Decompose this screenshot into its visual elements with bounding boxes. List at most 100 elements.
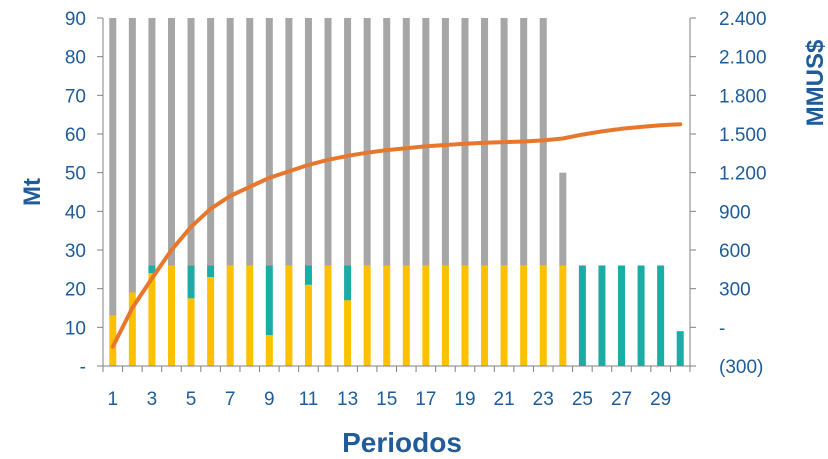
bar-segment-3 bbox=[148, 18, 156, 266]
line-series-path bbox=[110, 122, 683, 349]
y2-axis-title: MMUS$ bbox=[802, 39, 828, 126]
bar-segment-1 bbox=[441, 265, 449, 366]
y-tick-label: 80 bbox=[65, 48, 86, 69]
y-tick-label: - bbox=[80, 357, 86, 378]
bar-segment-1 bbox=[344, 300, 352, 366]
bar-segment-3 bbox=[265, 18, 273, 266]
bar-segment-1 bbox=[187, 298, 195, 366]
y-tick-label: 60 bbox=[65, 125, 86, 146]
y-axis-right-ticks: (300) - 300 600 900 1.200 1.500 1.800 2.100 2.400 bbox=[719, 9, 767, 378]
bar-segment-1 bbox=[363, 265, 371, 366]
bar-segment-1 bbox=[265, 335, 273, 366]
y-tick-label: 50 bbox=[65, 164, 86, 185]
bars bbox=[109, 18, 684, 366]
bar-segment-3 bbox=[422, 18, 430, 266]
x-tick-label: 13 bbox=[337, 389, 358, 410]
bar-segment-1 bbox=[167, 265, 175, 366]
y-axis-title: Mt bbox=[19, 178, 46, 206]
bar-segment-2 bbox=[637, 265, 645, 366]
bar-segment-1 bbox=[461, 265, 469, 366]
bar-segment-1 bbox=[324, 265, 332, 366]
x-axis-title: Periodos bbox=[342, 427, 462, 458]
bar-segment-3 bbox=[441, 18, 449, 266]
bar-segment-1 bbox=[481, 265, 489, 366]
bar-segment-3 bbox=[383, 18, 391, 266]
bar-segment-1 bbox=[402, 265, 410, 366]
bar-segment-2 bbox=[598, 265, 606, 366]
bar-segment-3 bbox=[363, 18, 371, 266]
y-tick-label: 70 bbox=[65, 86, 86, 107]
bar-segment-3 bbox=[246, 18, 254, 266]
bar-segment-3 bbox=[226, 18, 234, 266]
x-axis-ticks: 1 3 5 7 9 11 13 15 17 19 21 23 25 27 29 bbox=[107, 389, 671, 410]
y2-tick-label: 1.200 bbox=[719, 164, 767, 185]
bar-segment-1 bbox=[148, 273, 156, 366]
y-axis-left-ticks: - 10 20 30 40 50 60 70 80 90 bbox=[65, 9, 86, 378]
bar-segment-2 bbox=[207, 265, 215, 278]
x-tick-label: 9 bbox=[264, 389, 275, 410]
y2-tick-label: 600 bbox=[719, 241, 751, 262]
y2-tick-label: 2.100 bbox=[719, 48, 767, 69]
bar-segment-1 bbox=[109, 315, 117, 366]
line-series bbox=[110, 122, 683, 349]
x-tick-label: 1 bbox=[107, 389, 118, 410]
y2-tick-label: 2.400 bbox=[719, 9, 767, 30]
x-tick-label: 11 bbox=[299, 389, 319, 410]
bar-segment-1 bbox=[304, 284, 312, 366]
bar-segment-2 bbox=[578, 265, 586, 366]
x-tick-label: 5 bbox=[186, 389, 197, 410]
bar-segment-1 bbox=[285, 265, 293, 366]
bar-segment-1 bbox=[383, 265, 391, 366]
y-tick-label: 20 bbox=[65, 280, 86, 301]
y2-tick-label: 1.800 bbox=[719, 86, 767, 107]
bar-segment-1 bbox=[500, 265, 508, 366]
bar-segment-2 bbox=[676, 331, 684, 366]
bar-segment-1 bbox=[207, 277, 215, 366]
y-tick-label: 10 bbox=[65, 318, 86, 339]
x-tick-label: 27 bbox=[611, 389, 632, 410]
axes bbox=[97, 17, 696, 372]
x-tick-label: 21 bbox=[494, 389, 515, 410]
y2-tick-label: (300) bbox=[719, 357, 763, 378]
y2-tick-label: 1.500 bbox=[719, 125, 767, 146]
bar-segment-2 bbox=[148, 265, 156, 274]
bar-segment-3 bbox=[167, 18, 175, 266]
y2-tick-label: 900 bbox=[719, 202, 751, 223]
bar-segment-1 bbox=[226, 265, 234, 366]
x-tick-label: 3 bbox=[147, 389, 158, 410]
x-tick-label: 19 bbox=[454, 389, 475, 410]
x-tick-label: 15 bbox=[376, 389, 397, 410]
bar-segment-3 bbox=[128, 18, 136, 293]
bar-segment-3 bbox=[285, 18, 293, 266]
bar-segment-3 bbox=[109, 18, 117, 316]
y2-tick-label: 300 bbox=[719, 280, 751, 301]
bar-segment-3 bbox=[207, 18, 215, 266]
x-tick-label: 7 bbox=[225, 389, 236, 410]
y-tick-label: 40 bbox=[65, 202, 86, 223]
bar-segment-3 bbox=[344, 18, 352, 266]
bar-segment-1 bbox=[539, 265, 547, 366]
y-tick-label: 30 bbox=[65, 241, 86, 262]
bar-segment-3 bbox=[402, 18, 410, 266]
bar-segment-1 bbox=[520, 265, 528, 366]
x-tick-label: 17 bbox=[415, 389, 436, 410]
y2-tick-label: - bbox=[719, 318, 725, 339]
x-tick-label: 23 bbox=[533, 389, 554, 410]
bar-segment-1 bbox=[246, 265, 254, 366]
y-tick-label: 90 bbox=[65, 9, 86, 30]
bar-segment-1 bbox=[559, 265, 567, 366]
bar-segment-1 bbox=[422, 265, 430, 366]
bar-segment-2 bbox=[344, 265, 352, 301]
bar-segment-2 bbox=[265, 265, 273, 336]
bar-segment-2 bbox=[618, 265, 626, 366]
x-tick-label: 29 bbox=[650, 389, 671, 410]
bar-segment-2 bbox=[657, 265, 665, 366]
bar-segment-2 bbox=[304, 265, 312, 285]
bar-segment-2 bbox=[187, 265, 195, 299]
bar-segment-3 bbox=[559, 172, 567, 266]
bar-segment-3 bbox=[187, 18, 195, 266]
bar-segment-3 bbox=[324, 18, 332, 266]
bar-segment-3 bbox=[304, 18, 312, 266]
